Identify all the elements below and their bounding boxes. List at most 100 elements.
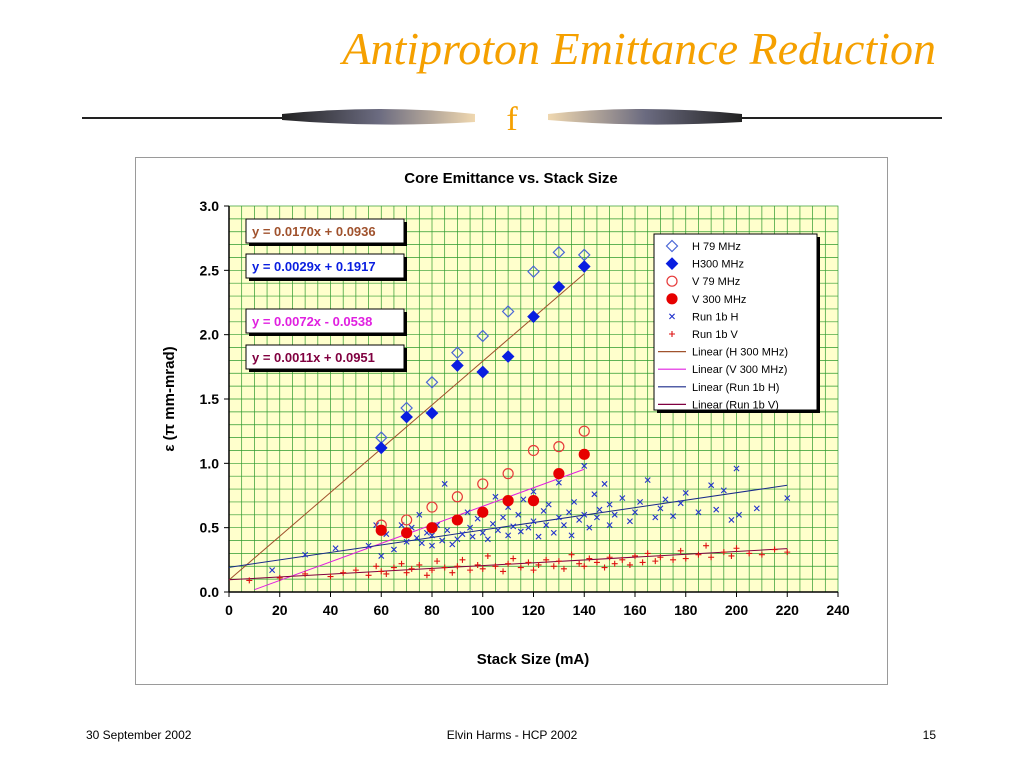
data-point: [501, 350, 515, 363]
legend: H 79 MHz H300 MHz V 79 MHz V 300 MHz Run 1b …: [653, 233, 820, 413]
data-point: [606, 554, 613, 561]
data-point: [500, 514, 507, 521]
data-point: [596, 506, 603, 513]
legend-label: Linear (H 300 MHz): [692, 347, 788, 359]
data-point: [451, 491, 463, 503]
data-point: [416, 561, 423, 568]
data-point: [586, 555, 593, 562]
divider-left-swoosh: [282, 109, 475, 125]
data-point: [375, 524, 387, 536]
data-point: [611, 511, 618, 518]
data-point: [340, 569, 347, 576]
data-point: [708, 554, 715, 561]
data-point: [492, 563, 499, 570]
data-point: [535, 533, 542, 540]
legend-entry: V 79 MHz: [666, 275, 740, 288]
data-point: [439, 537, 446, 544]
chart-title: Core Emittance vs. Stack Size: [404, 170, 617, 187]
data-point: [527, 444, 540, 457]
y-tick-label: 2.5: [200, 262, 220, 278]
data-point: [374, 441, 388, 455]
data-point: [527, 310, 540, 324]
data-point: [373, 563, 380, 570]
data-point: [530, 518, 537, 525]
data-point: [510, 555, 517, 562]
data-point: [525, 524, 532, 531]
data-point: [606, 501, 613, 508]
data-point: [644, 550, 651, 557]
data-point: [682, 555, 689, 562]
data-point: [525, 559, 532, 566]
data-point: [576, 560, 583, 567]
data-point: [476, 365, 490, 379]
legend-entry: Run 1b H: [669, 311, 739, 323]
data-point: [492, 493, 499, 500]
equation-text: y = 0.0072x - 0.0538: [252, 314, 372, 329]
data-point: [581, 462, 588, 469]
data-point: [515, 511, 522, 518]
data-point: [577, 260, 591, 273]
legend-marker-swatch: [666, 293, 678, 305]
data-point: [517, 564, 524, 571]
data-point: [632, 552, 638, 559]
data-point: [501, 305, 515, 318]
x-tick-label: 140: [573, 602, 597, 618]
data-point: [444, 527, 451, 534]
footer-author: Elvin Harms - HCP 2002: [446, 728, 578, 742]
legend-entry: H300 MHz: [665, 257, 744, 271]
data-point: [552, 245, 566, 259]
data-points: [246, 245, 791, 584]
data-point: [545, 501, 552, 508]
data-point: [469, 533, 476, 540]
data-point: [652, 514, 659, 521]
data-point: [489, 520, 496, 527]
x-tick-label: 80: [424, 602, 440, 618]
data-point: [543, 556, 550, 563]
data-point: [606, 522, 613, 529]
y-tick-label: 2.0: [200, 327, 220, 343]
y-tick-label: 1.5: [200, 391, 220, 407]
y-tick-label: 0.5: [200, 520, 220, 536]
slide-title: Antiproton Emittance Reduction: [342, 23, 936, 74]
equation-box: y = 0.0170x + 0.0936: [245, 218, 407, 246]
legend-label: Run 1b V: [692, 329, 739, 341]
data-point: [586, 524, 593, 531]
equation-box: y = 0.0029x + 0.1917: [245, 253, 407, 281]
data-point: [753, 505, 760, 512]
data-point: [736, 511, 743, 518]
data-point: [601, 564, 608, 571]
data-point: [758, 551, 765, 558]
data-point: [728, 552, 735, 559]
data-point: [530, 567, 537, 574]
data-point: [451, 346, 464, 360]
data-point: [644, 477, 651, 484]
trendline: [254, 468, 585, 591]
data-point: [408, 565, 415, 572]
data-point: [784, 495, 791, 502]
data-point: [413, 534, 420, 541]
data-point: [403, 569, 410, 576]
divider-left-line: [82, 117, 282, 119]
data-point: [746, 550, 753, 557]
data-point: [390, 564, 397, 571]
data-point: [652, 558, 659, 565]
data-point: [637, 498, 644, 505]
data-point: [611, 560, 618, 567]
x-tick-label: 120: [522, 602, 546, 618]
legend-label: Linear (Run 1b V): [692, 399, 779, 411]
equation-box-frame: [245, 253, 405, 279]
legend-entry: Linear (Run 1b H): [658, 382, 779, 394]
equation-box-frame: [245, 344, 405, 370]
data-point: [416, 511, 423, 518]
data-point: [553, 441, 565, 453]
data-point: [670, 513, 677, 520]
equation-box: y = 0.0072x - 0.0538: [245, 308, 407, 336]
data-point: [302, 551, 309, 558]
data-point: [365, 572, 372, 579]
title-divider: f: [82, 101, 942, 138]
x-tick-label: 200: [725, 602, 749, 618]
data-point: [434, 558, 441, 565]
data-point: [517, 528, 524, 535]
data-point: [571, 498, 578, 505]
data-point: [401, 527, 413, 539]
